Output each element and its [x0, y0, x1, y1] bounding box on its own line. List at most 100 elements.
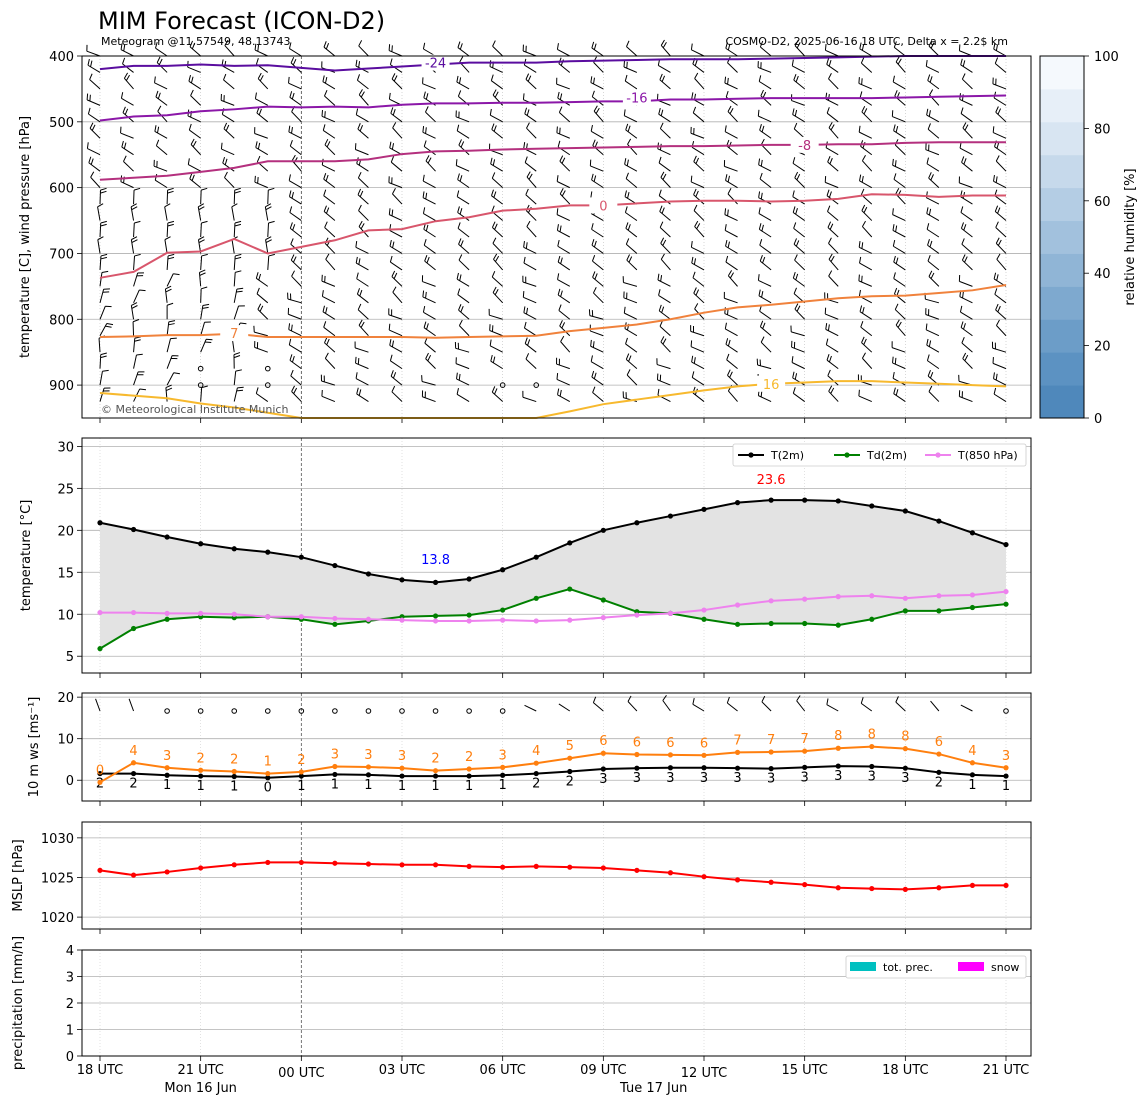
wind-barb [927, 239, 940, 254]
wind-barb [456, 372, 470, 386]
speed-value-label: 3 [599, 772, 607, 787]
wind-barb [860, 188, 873, 205]
wind-barb [290, 254, 302, 271]
wind-barb [893, 272, 906, 287]
wind-barb [826, 189, 839, 205]
speed-value-label: 1 [297, 779, 305, 794]
colorbar-segment [1040, 352, 1084, 386]
wind-barb [859, 256, 873, 271]
wind-barb [859, 42, 873, 57]
wind-barb [692, 386, 705, 402]
wind-barb [390, 107, 403, 123]
speed-value-label: 0 [96, 763, 104, 778]
data-point [399, 862, 405, 868]
wind-barb [133, 289, 146, 304]
wind-barb [99, 187, 107, 205]
wind-barb [658, 156, 671, 172]
wind-barb [99, 270, 109, 287]
wind-barb [388, 92, 403, 106]
wind-barb [423, 140, 436, 156]
wind-barb [759, 320, 772, 337]
wind-barb [757, 109, 772, 123]
wind-barb [223, 122, 235, 139]
wind-barb [727, 105, 738, 123]
data-point [902, 746, 908, 752]
wind-barb [691, 141, 705, 156]
wind-barb [323, 205, 336, 221]
wind-barb [289, 222, 302, 238]
data-point [298, 769, 304, 775]
y-tick-label: 25 [57, 482, 74, 497]
humidity-colorbar: 0 20 40 60 80 100 relative humidity [%] [1039, 50, 1138, 427]
wind-barb [358, 319, 369, 337]
wind-barb [289, 91, 302, 106]
data-point [869, 503, 875, 509]
y-tick-label: 30 [57, 440, 74, 455]
y-tick-label: 2 [66, 997, 74, 1012]
wind-barb [390, 370, 403, 386]
wind-barb [792, 271, 805, 287]
wind-barb [656, 358, 671, 370]
wind-barb [120, 126, 134, 139]
panel-border [81, 55, 1032, 419]
wind-barb [623, 291, 638, 304]
wind-barb [224, 39, 235, 57]
data-point [634, 765, 640, 771]
colorbar-tick-label: 100 [1094, 50, 1119, 65]
wind-barb [489, 339, 503, 353]
wind-barb [231, 203, 238, 221]
speed-value-label: 3 [801, 770, 809, 785]
data-point [332, 763, 338, 770]
wind-barb [455, 357, 470, 370]
data-point [466, 863, 472, 869]
x-date-label: Mon 16 Jun [164, 1081, 237, 1096]
wind-barb [895, 188, 906, 205]
data-point [533, 595, 539, 601]
wind-barb [793, 287, 805, 304]
wind-barb [190, 138, 202, 156]
data-point [466, 576, 472, 582]
wind-barb [925, 143, 940, 156]
wind-barb [660, 39, 671, 57]
data-point [365, 861, 372, 867]
speed-value-label: 2 [197, 751, 205, 766]
wind-barb [267, 220, 275, 238]
wind-barb [324, 336, 336, 353]
isotherm-label: -16 [626, 91, 647, 106]
isotherm-line [99, 141, 1006, 181]
wind-barb [926, 223, 940, 238]
wind-barb [792, 387, 805, 402]
wind-barb [725, 42, 738, 57]
wind-barb [825, 323, 839, 337]
wind-barb [725, 338, 738, 353]
wind-barb [589, 324, 604, 337]
wind-barb [320, 374, 336, 386]
colorbar-segment [1040, 187, 1084, 222]
data-point [399, 765, 405, 771]
wind-barb [659, 205, 671, 221]
wind-barb [826, 58, 839, 73]
wind-barb [166, 337, 177, 353]
wind-barb [255, 141, 269, 156]
legend-label: T(850 hPa) [957, 449, 1018, 462]
wind-barb [858, 274, 872, 287]
wind-barb [289, 354, 302, 370]
data-point [231, 546, 237, 552]
wind-barb [725, 255, 738, 271]
wind-barb [389, 239, 403, 254]
wind-barb [794, 171, 806, 188]
data-point [835, 885, 841, 891]
wind-barb [86, 44, 101, 57]
wind-barb [828, 122, 839, 139]
data-point [533, 770, 539, 777]
speed-value-label: 1 [197, 779, 205, 794]
wind-barb [456, 75, 470, 90]
wind-barb [994, 205, 1007, 221]
wind-barb [724, 208, 738, 221]
wind-barb [456, 272, 470, 287]
wind-barb [133, 272, 144, 287]
calm-wind-marker [197, 365, 204, 372]
wind-barb [824, 43, 839, 57]
data-point [231, 773, 237, 780]
wind-barb [727, 188, 738, 205]
